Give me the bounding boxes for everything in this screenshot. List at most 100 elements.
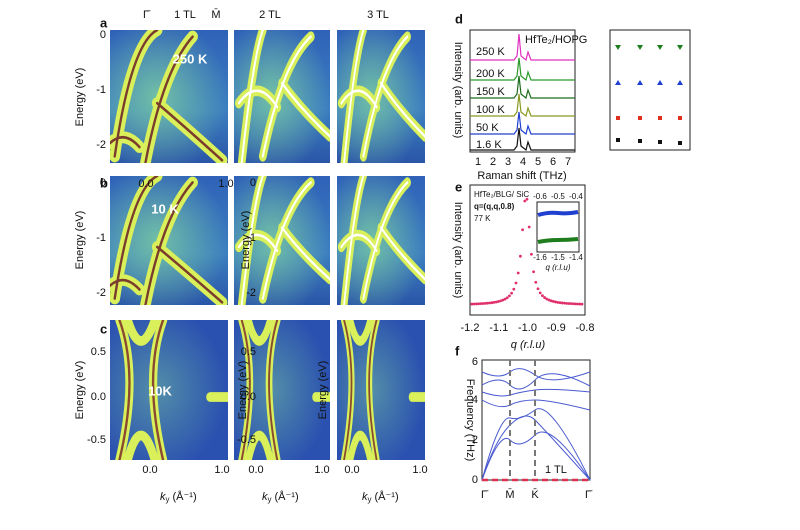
x-tick-label: -1.1: [489, 322, 508, 334]
y-tick-label: 2: [472, 434, 478, 446]
scan-point: [525, 197, 529, 201]
x-tick-label: 7: [565, 156, 571, 168]
k-symbol: k: [262, 491, 268, 503]
y-tick-label: 0.0: [91, 391, 106, 403]
arpes-image: [234, 30, 330, 163]
y-axis-label: Energy (eV): [240, 211, 252, 270]
scan-point: [519, 254, 522, 258]
temperature-label: 100 K: [476, 104, 505, 116]
arpes-image: [337, 176, 425, 305]
inset-curve: [537, 237, 579, 244]
inset-axis-label: q (r.l.u): [545, 263, 570, 272]
inset-tick-label: -1.4: [569, 253, 583, 262]
branch: [481, 399, 591, 411]
scan-point: [497, 300, 500, 303]
scan-point: [510, 291, 513, 295]
y-tick-label: 0.0: [241, 391, 256, 403]
x-tick-label: Γ̄: [585, 489, 593, 501]
x-tick-label: M̄: [505, 488, 514, 501]
column-title: 3 TL: [367, 9, 389, 21]
y-axis-label: Intensity (arb. units): [452, 202, 464, 299]
x-tick-label: 1.0: [314, 464, 329, 476]
gamma-label: Γ̄: [143, 9, 151, 21]
scan-point: [567, 302, 571, 305]
y-axis-label: Energy (eV): [74, 361, 86, 420]
k-sub: y: [368, 495, 372, 504]
scan-point: [490, 301, 494, 305]
spectrum: [470, 75, 575, 100]
x-tick-label: -0.8: [576, 322, 595, 334]
y-axis-label: Energy (eV): [317, 361, 329, 420]
raman-spectra: [470, 33, 575, 152]
scan-point: [472, 302, 476, 306]
spectrum: [470, 57, 575, 82]
panel-label: a: [100, 15, 108, 30]
scan-point: [571, 302, 575, 306]
k-sub: y: [166, 495, 170, 504]
scan-point: [523, 199, 527, 203]
x-tick-label: 3: [505, 156, 511, 168]
x-tick-label: -1.2: [461, 322, 480, 334]
x-tick-label: 1.0: [412, 464, 427, 476]
scan-point: [569, 302, 573, 306]
y-tick-label: 0.5: [91, 346, 106, 358]
branch: [481, 388, 591, 397]
temperature-label: 10K: [148, 383, 172, 398]
y-tick-label: -2: [246, 287, 256, 299]
column-title: 1 TL: [174, 9, 196, 21]
y-tick-label: 0: [472, 474, 478, 486]
m-label: M̄: [211, 8, 220, 21]
inset-tick-label: -0.4: [569, 192, 583, 201]
branch: [481, 431, 591, 481]
column-title: 2 TL: [259, 9, 281, 21]
branch: [481, 373, 591, 390]
scan-point: [499, 299, 502, 303]
y-axis-label: Frequency (THz): [464, 379, 476, 462]
scan-point: [486, 301, 489, 305]
inset-tick-label: -1.6: [533, 253, 547, 262]
scan-point: [565, 301, 568, 305]
y-tick-label: -0.5: [87, 434, 106, 446]
scan-point: [545, 297, 549, 301]
panel-label: f: [455, 343, 460, 358]
scan-point: [479, 302, 483, 306]
scan-point: [503, 297, 507, 301]
scan-point: [574, 302, 577, 306]
y-tick-label: -2: [96, 139, 106, 151]
scan-point: [527, 225, 531, 229]
y-tick-label: 6: [472, 356, 478, 368]
scan-point: [516, 271, 520, 275]
y-axis-label: Energy (eV): [237, 361, 249, 420]
scan-point: [512, 287, 516, 291]
x-tick-label: 6: [550, 156, 556, 168]
x-axis-label: ky (Å⁻¹): [160, 490, 197, 504]
x-tick-label: 1: [475, 156, 481, 168]
scan-point: [541, 294, 544, 298]
inset-tick-label: -1.5: [551, 253, 565, 262]
scan-point: [508, 294, 511, 298]
scan-point: [514, 281, 518, 285]
inset-tick-label: 1.0: [218, 178, 233, 190]
scan-point: [552, 300, 555, 303]
scan-point: [558, 301, 562, 305]
y-tick-label: 0: [100, 177, 106, 189]
y-tick-label: 0.5: [241, 346, 256, 358]
scan-point: [560, 301, 564, 305]
scan-point: [492, 300, 496, 304]
scan-point: [576, 302, 579, 306]
scan-point: [470, 302, 474, 306]
y-axis-label: Energy (eV): [74, 211, 86, 270]
scan-point: [483, 301, 487, 305]
annotation: 1 TL: [545, 464, 567, 476]
marker-row: [615, 45, 683, 50]
temperature-label: 250 K: [173, 51, 208, 66]
raman-frame: [469, 29, 576, 153]
spectrum: [470, 93, 575, 118]
scan-point: [521, 228, 524, 232]
y-tick-label: -0.5: [237, 434, 256, 446]
scan-point: [530, 252, 533, 256]
scan-point: [488, 301, 491, 305]
markers: [615, 45, 683, 145]
